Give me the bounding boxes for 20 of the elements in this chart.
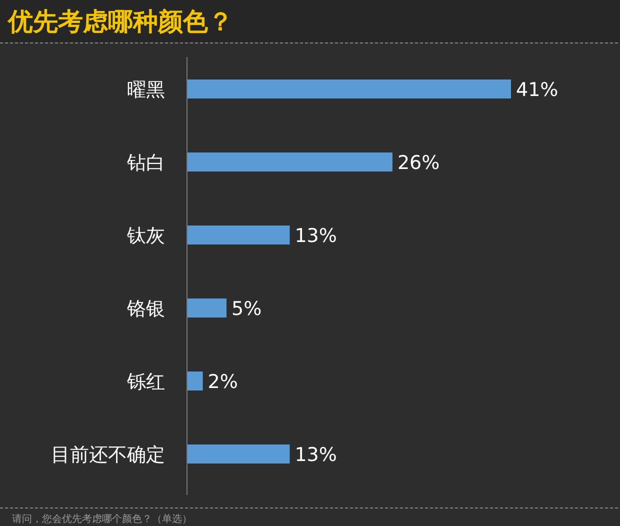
bar [187, 152, 392, 172]
y-tick-label: 钛灰 [126, 225, 165, 247]
chart-title: 优先考虑哪种颜色？ [7, 7, 233, 36]
data-label: 26% [397, 152, 440, 174]
bar [187, 298, 227, 318]
bar [187, 444, 290, 464]
text: 请问，您会优先考虑哪个颜色？（单选） [12, 513, 192, 525]
data-label: 13% [294, 444, 337, 466]
y-tick-label: 曜黑 [127, 79, 165, 101]
y-tick-label: 铬银 [126, 298, 165, 320]
y-tick-label: 钻白 [126, 152, 165, 174]
data-label: 2% [208, 371, 238, 393]
data-label: 5% [232, 298, 262, 320]
data-label: 41% [516, 79, 558, 101]
bar [187, 372, 203, 390]
y-tick-label: 铄红 [126, 371, 165, 393]
bar [187, 226, 290, 244]
bar [187, 80, 511, 98]
y-tick-label: 目前还不确定 [51, 444, 165, 466]
data-label: 13% [294, 225, 337, 247]
